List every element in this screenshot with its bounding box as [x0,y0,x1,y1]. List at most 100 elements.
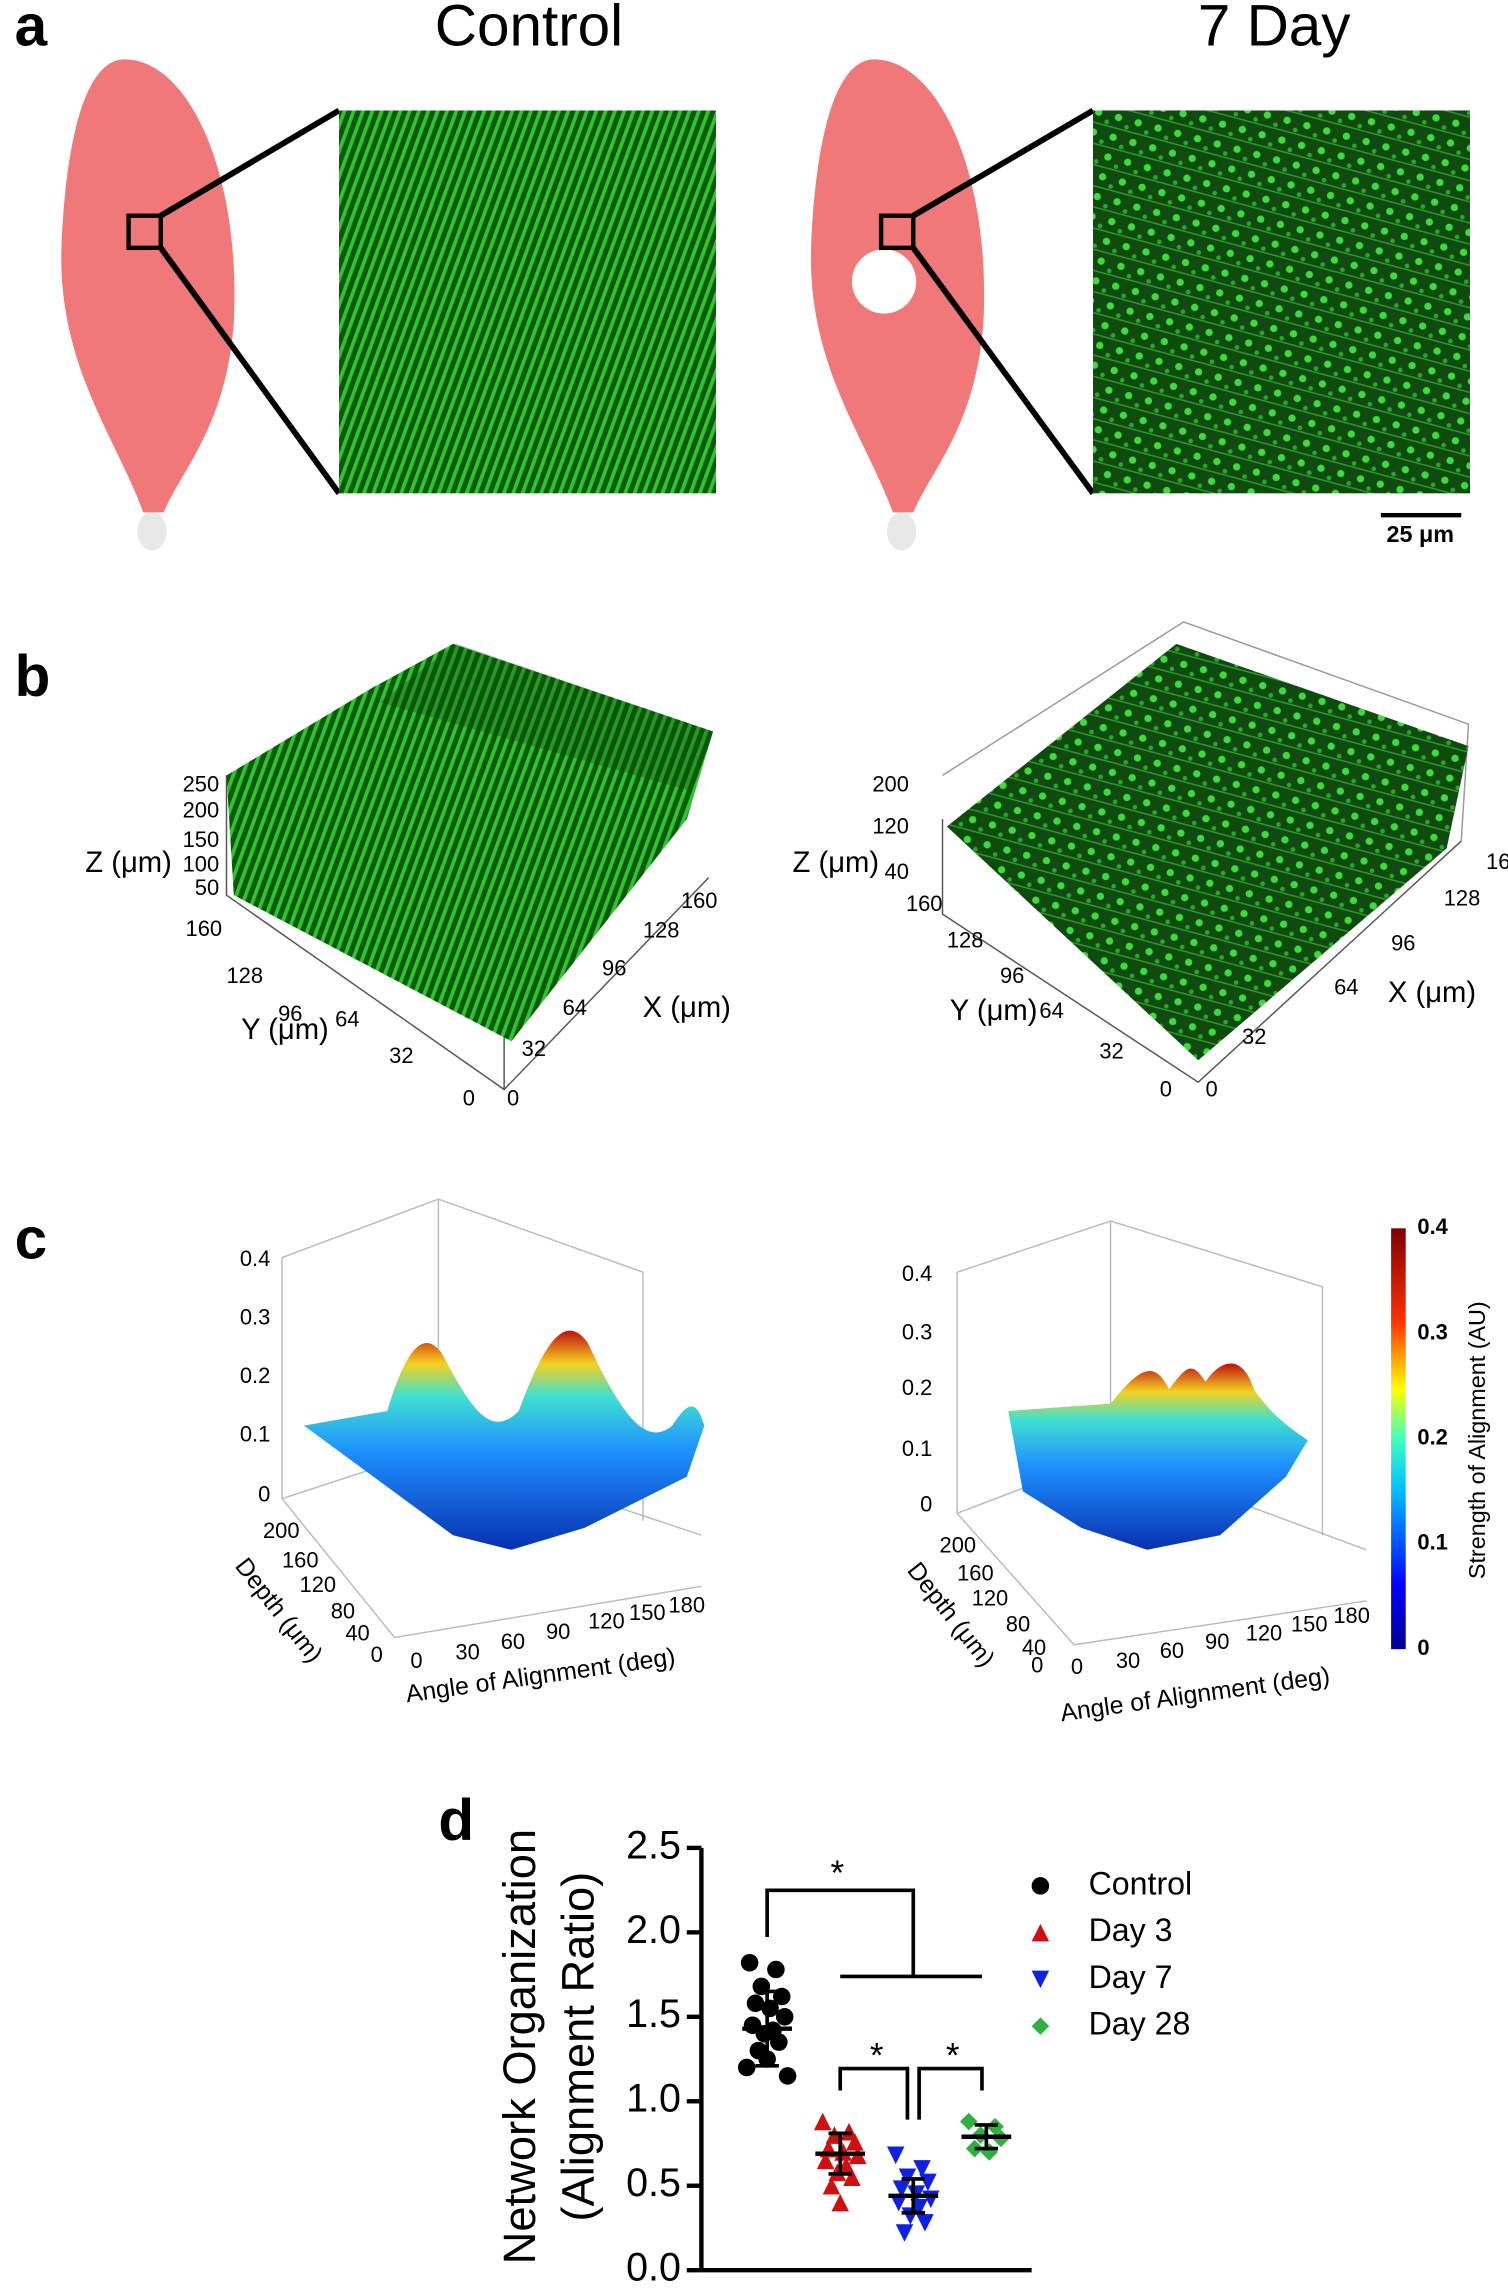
z-tick-label: 200 [872,771,909,796]
point [1031,1923,1050,1942]
y-tick-label: 32 [1099,1039,1123,1064]
angle-label: Angle of Alignment (deg) [1059,1663,1332,1728]
x-tick-label: 32 [1242,1024,1266,1049]
colorbar-tick-label: 0.2 [1417,1425,1447,1450]
x-axis-label: X (μm) [1388,977,1476,1009]
z-tick-label: 0.3 [902,1319,932,1344]
z-axis-label: Z (μm) [793,847,880,879]
depth-tick-label: 40 [345,1620,369,1645]
panel-c-art [281,1198,1406,1650]
panel-b-art [225,621,1470,1091]
z-tick-label: 0.1 [902,1436,932,1461]
y-tick-label: 1.5 [626,1992,681,2036]
panel-label: b [15,644,51,709]
tendon [137,512,167,551]
x-axis-label: X (μm) [643,992,731,1024]
y-axis-label: Network Organization [494,1829,545,2264]
x-tick-label: 96 [1391,931,1415,956]
point [846,2133,864,2151]
point [886,2146,905,2165]
angle-tick-label: 60 [1160,1638,1184,1663]
depth-tick-label: 200 [263,1518,300,1543]
angle-tick-label: 30 [455,1639,479,1664]
point [737,2058,756,2077]
angle-label: Angle of Alignment (deg) [404,1644,677,1709]
error-bar [755,1989,779,2068]
surface [303,1330,705,1550]
z-axis-label: Z (μm) [85,847,172,879]
y-tick-label: 0 [1160,1077,1172,1102]
box-edge [225,775,710,1091]
box-edge [956,1272,1367,1646]
zoom-box [126,213,163,251]
z-tick-label: 50 [195,875,219,900]
z-tick-label: 0.3 [240,1305,270,1330]
x-tick-label: 160 [1486,849,1508,874]
depth-tick-label: 120 [300,1572,337,1597]
volume-render [946,643,1469,1061]
muscle-shape [61,59,235,513]
legend-label: Day 3 [1089,1912,1173,1948]
significance-bracket [765,1888,982,1979]
annotation: * [870,2037,884,2076]
angle-tick-label: 30 [1116,1648,1140,1673]
y-tick-label: 160 [906,891,943,916]
depth-tick-label: 160 [282,1547,319,1572]
surface [1008,1363,1308,1550]
x-tick-label: 96 [602,955,626,980]
point [1031,2017,1050,2035]
angle-tick-label: 90 [1205,1629,1229,1654]
z-tick-label: 40 [885,859,909,884]
depth-tick-label: 80 [1006,1612,1030,1637]
point [895,2224,914,2242]
x-tick-label: 64 [563,995,587,1020]
panel-title: 7 Day [1198,0,1351,59]
angle-tick-label: 180 [1333,1603,1370,1628]
box-edge [281,1257,702,1639]
z-tick-label: 0.2 [902,1375,932,1400]
zoom-line [159,107,341,219]
panel-a-art [61,59,1471,551]
point [889,2193,908,2212]
box-edge [956,1220,1324,1536]
zoom-line [910,246,1096,496]
scale-bar-label: 25 μm [1387,521,1455,547]
angle-tick-label: 120 [588,1609,625,1634]
point [960,2112,978,2131]
colorbar [1391,1228,1406,1650]
y-tick-label: 64 [1039,998,1063,1023]
panel-title: Control [435,0,623,59]
point [778,2067,797,2085]
z-tick-label: 0.2 [240,1363,270,1388]
y-tick-label: 1.0 [626,2077,681,2121]
y-axis-label: (Alignment Ratio) [553,1872,604,2222]
x-tick-label: 160 [681,888,718,913]
volume-shade [379,643,714,790]
x-tick-label: 128 [643,917,680,942]
panel-label: d [438,1788,474,1853]
z-tick-label: 0.4 [240,1246,270,1271]
angle-tick-label: 150 [1291,1612,1328,1637]
zoom-line [158,246,342,496]
y-tick-label: 0.5 [626,2161,681,2205]
defect [851,249,917,314]
box-edge [942,621,1470,842]
y-tick-label: 32 [389,1043,413,1068]
angle-tick-label: 180 [669,1593,706,1618]
point [761,1999,779,2018]
legend-label: Control [1089,1865,1193,1901]
y-axis-label: Y (μm) [950,995,1038,1027]
error-bar [901,2177,925,2215]
depth-tick-label: 80 [331,1598,355,1623]
z-tick-label: 250 [183,771,220,796]
y-tick-label: 0.0 [626,2246,681,2290]
z-tick-label: 0 [258,1482,270,1507]
legend-label: Day 7 [1089,1959,1173,1995]
angle-tick-label: 0 [410,1648,422,1673]
colorbar-tick-label: 0.1 [1417,1530,1447,1555]
volume-render [226,643,714,1042]
micrograph [339,110,717,494]
annotation: * [830,1854,844,1893]
point [746,1994,765,2013]
